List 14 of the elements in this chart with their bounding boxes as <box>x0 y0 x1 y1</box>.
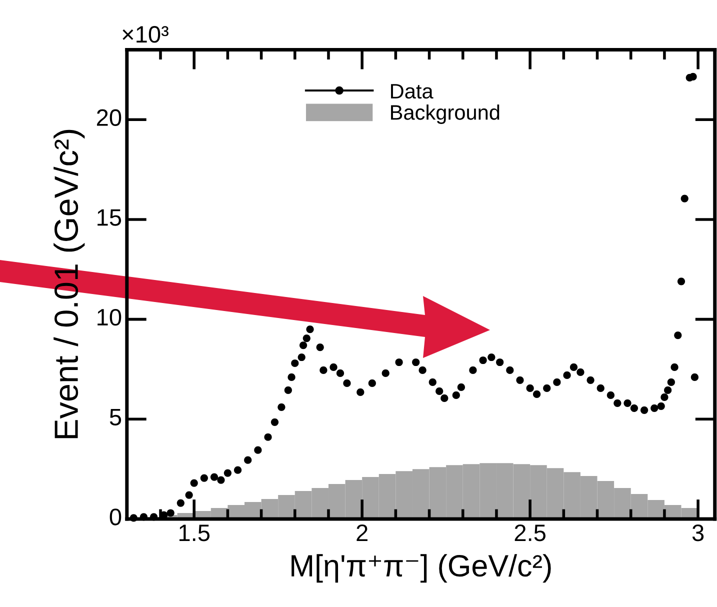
y-tick-label: 5 <box>110 409 122 426</box>
x-tick-label: 2.5 <box>514 524 546 542</box>
x-tick-label: 3 <box>692 524 704 542</box>
legend-label: Data <box>391 84 434 99</box>
x-axis-title: M[η'π⁺π⁻] (GeV/c²) <box>292 554 551 583</box>
y-tick-label: 15 <box>98 209 122 226</box>
x-tick-label: 1.5 <box>179 524 210 542</box>
y-tick-label: 20 <box>96 109 122 126</box>
y-tick-label: 10 <box>98 308 122 326</box>
x-tick-label: 2 <box>356 524 368 541</box>
y-axis-title: Event / 0.01 (GeV/c²) <box>54 130 85 438</box>
legend-label: Background <box>391 104 500 124</box>
text: ×10³ <box>122 26 168 43</box>
y-tick-label: 0 <box>110 508 122 526</box>
